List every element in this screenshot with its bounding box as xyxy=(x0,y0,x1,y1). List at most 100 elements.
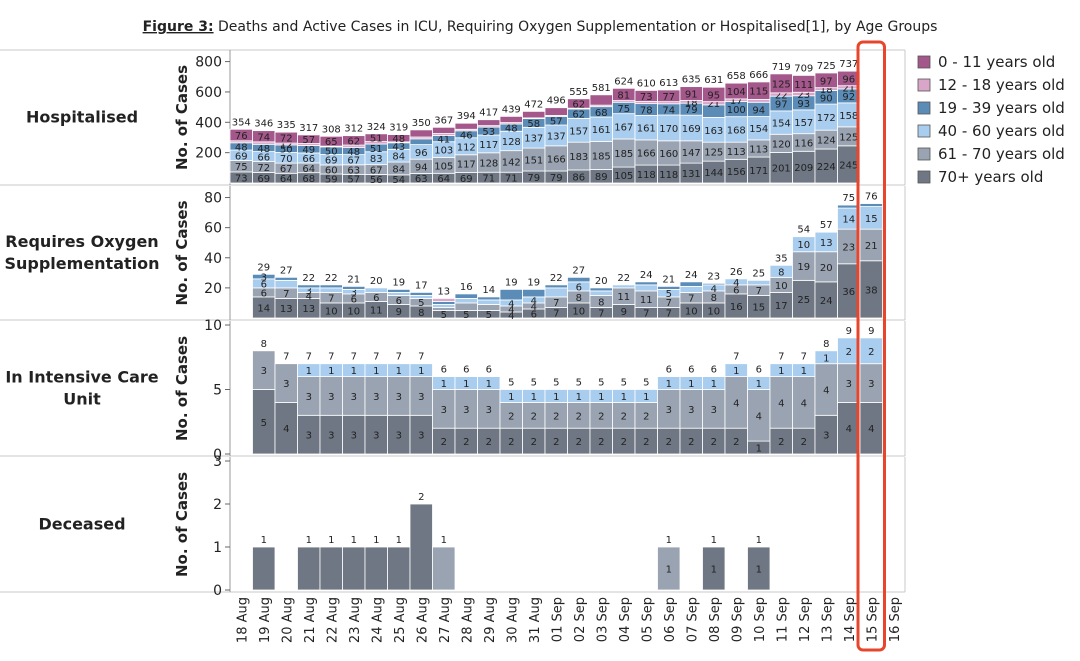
bar-total-label: 20 xyxy=(370,276,383,287)
bar-segment-19-39 xyxy=(342,285,366,290)
bar-segment-61-70 xyxy=(432,546,456,591)
segment-label: 4 xyxy=(846,424,852,435)
bar-segment-0-11 xyxy=(837,70,861,87)
panel-name: Hospitalised xyxy=(0,0,6,1)
bar-total-label: 1 xyxy=(351,535,357,546)
y-tick-label: 60 xyxy=(204,221,222,237)
y-tick-label: 20 xyxy=(204,281,222,297)
highlight-box xyxy=(856,40,886,652)
segment-label: 24 xyxy=(820,296,833,307)
bar-total-label: 54 xyxy=(797,225,810,236)
x-tick-label: 01 Sep xyxy=(550,597,565,642)
segment-label: 57 xyxy=(347,175,360,186)
segment-label: 131 xyxy=(682,169,701,180)
x-tick-label: 03 Sep xyxy=(595,597,610,642)
segment-label: 84 xyxy=(392,152,405,163)
y-tick-label: 10 xyxy=(204,318,222,334)
segment-label: 96 xyxy=(415,148,428,159)
segment-label: 158 xyxy=(839,111,858,122)
bar-total-label: 22 xyxy=(325,273,338,284)
bar-total-label: 21 xyxy=(347,274,360,285)
bar-segment-0-11 xyxy=(544,107,568,116)
segment-label: 2 xyxy=(531,437,537,448)
segment-label: 3 xyxy=(351,288,357,299)
bar-total-label: 21 xyxy=(662,274,675,285)
segment-label: 3 xyxy=(328,392,334,403)
segment-label: 3 xyxy=(396,392,402,403)
x-tick-label: 28 Aug xyxy=(460,597,475,643)
segment-label: 59 xyxy=(325,175,338,186)
bar-segment-70+ xyxy=(747,546,771,591)
segment-label: 1 xyxy=(643,392,649,403)
bar-total-label: 7 xyxy=(373,352,379,363)
y-axis-label: No. of Cases xyxy=(173,200,191,305)
bar-segment-61-70 xyxy=(432,307,456,311)
segment-label: 157 xyxy=(794,118,813,129)
x-axis: 18 Aug 19 Aug 20 Aug 21 Aug 22 Aug 23 Aug 24 A… xyxy=(235,597,903,643)
segment-label: 2 xyxy=(508,411,514,422)
segment-label: 95 xyxy=(707,90,720,101)
bar-segment-19-39 xyxy=(387,288,411,293)
bar-total-label: 367 xyxy=(434,115,453,126)
segment-label: 10 xyxy=(707,306,720,317)
segment-label: 18 xyxy=(685,98,698,109)
legend-label: 40 - 60 years old xyxy=(938,122,1065,140)
bar-total-label: 1 xyxy=(396,535,402,546)
segment-label: 46 xyxy=(460,130,473,141)
segment-label: 2 xyxy=(868,347,874,358)
segment-label: 1 xyxy=(666,565,672,576)
bar-total-label: 308 xyxy=(322,124,341,135)
segment-label: 89 xyxy=(595,172,608,183)
segment-label: 66 xyxy=(257,153,270,164)
bar-total-label: 1 xyxy=(261,535,267,546)
segment-label: 72 xyxy=(257,163,270,174)
segment-label: 3 xyxy=(823,431,829,442)
segment-label: 120 xyxy=(772,139,791,150)
legend-label: 0 - 11 years old xyxy=(938,53,1055,71)
bar-total-label: 5 xyxy=(576,378,582,389)
bar-total-label: 624 xyxy=(614,76,633,87)
chart-title: Figure 3: Deaths and Active Cases in ICU… xyxy=(143,19,938,35)
segment-label: 9 xyxy=(396,307,402,318)
segment-label: 10 xyxy=(572,306,585,317)
bar-segment-40-60 xyxy=(319,287,343,293)
x-tick-label: 12 Sep xyxy=(798,597,813,642)
bar-segment-19-39 xyxy=(859,203,883,207)
segment-label: 67 xyxy=(370,165,383,176)
row-label-line: Hospitalised xyxy=(26,108,138,127)
legend-label: 19 - 39 years old xyxy=(938,99,1065,117)
bar-total-label: 7 xyxy=(351,352,357,363)
segment-label: 5 xyxy=(486,310,492,321)
bar-total-label: 472 xyxy=(524,99,543,110)
bar-total-label: 346 xyxy=(254,119,273,130)
segment-label: 79 xyxy=(685,105,698,116)
segment-label: 4 xyxy=(711,284,717,295)
y-tick-label: 2 xyxy=(213,497,222,513)
bar-segment-40-60 xyxy=(612,284,636,289)
bar-segment-61-70 xyxy=(657,546,681,591)
y-tick-label: 3 xyxy=(213,454,222,470)
segment-label: 161 xyxy=(637,124,656,135)
bar-total-label: 613 xyxy=(659,78,678,89)
segment-label: 48 xyxy=(235,142,248,153)
segment-label: 1 xyxy=(801,366,807,377)
segment-label: 48 xyxy=(392,134,405,145)
segment-label: 4 xyxy=(733,278,739,289)
segment-label: 1 xyxy=(576,392,582,403)
x-tick-label: 05 Sep xyxy=(640,597,655,642)
segment-label: 3 xyxy=(261,273,267,284)
bar-segment-40-60 xyxy=(859,337,883,365)
segment-label: 156 xyxy=(727,167,746,178)
segment-label: 4 xyxy=(823,386,829,397)
segment-label: 67 xyxy=(347,156,360,167)
bar-total-label: 324 xyxy=(367,122,386,133)
y-tick-label: 1 xyxy=(213,540,222,556)
bar-segment-40-60 xyxy=(274,279,298,289)
bar-segment-70+ xyxy=(252,546,276,591)
x-tick-label: 25 Aug xyxy=(393,597,408,643)
bar-total-label: 7 xyxy=(396,352,402,363)
bar-total-label: 635 xyxy=(682,75,701,86)
segment-label: 1 xyxy=(396,366,402,377)
x-tick-label: 15 Sep xyxy=(865,597,880,642)
